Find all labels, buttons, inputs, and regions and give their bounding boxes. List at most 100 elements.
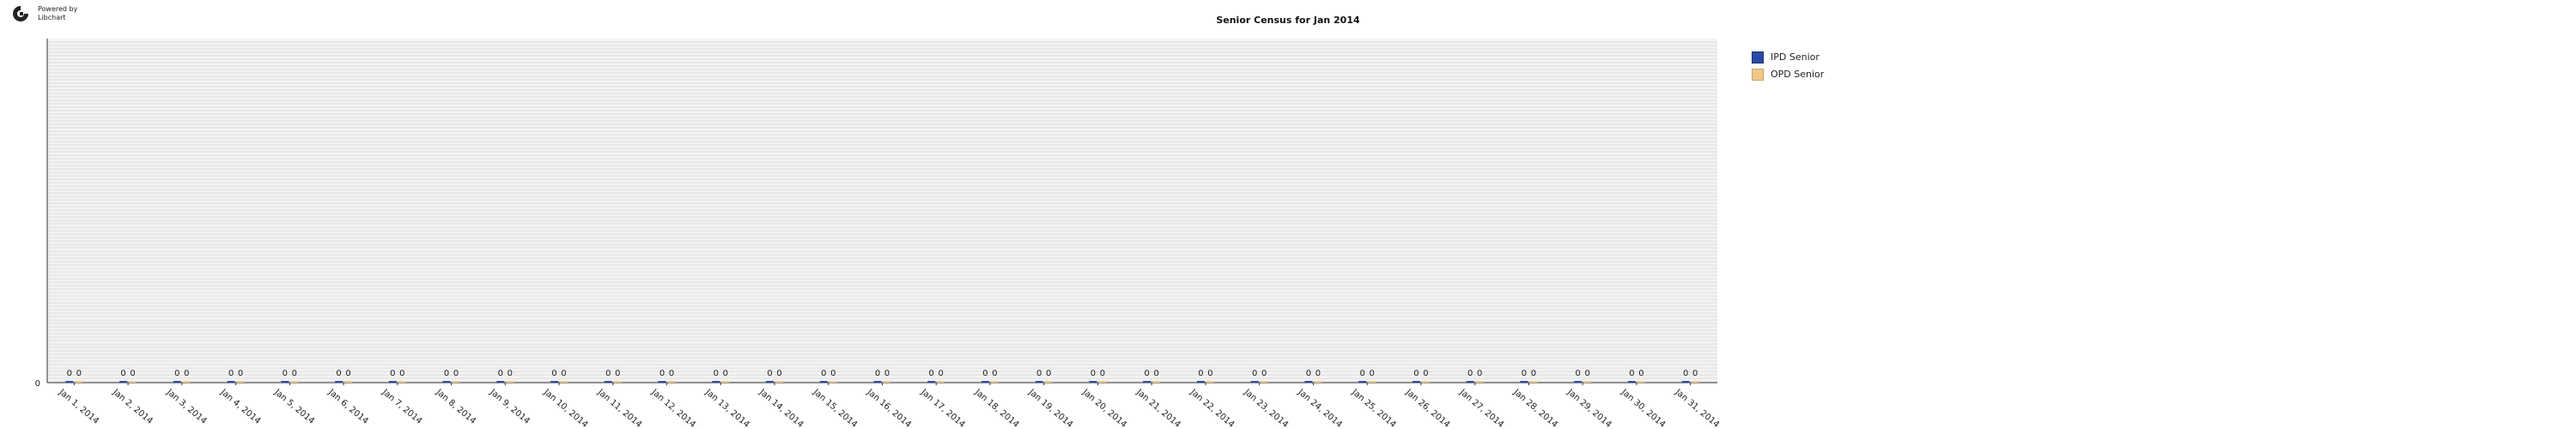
powered-by-line2: Libchart xyxy=(38,14,66,21)
bar-ipd xyxy=(981,381,989,383)
data-label: 0 xyxy=(1091,369,1096,378)
x-tick-label: Jan 25, 2014 xyxy=(1349,387,1397,429)
libchart-logo: Powered by Libchart xyxy=(12,3,115,24)
bar-ipd xyxy=(1466,381,1474,383)
data-label: 0 xyxy=(1359,369,1364,378)
data-label: 0 xyxy=(1692,369,1698,378)
bar-opd xyxy=(1206,381,1214,383)
x-tick-label: Jan 20, 2014 xyxy=(1080,387,1128,429)
data-label: 0 xyxy=(982,369,987,378)
bar-ipd xyxy=(1520,381,1528,383)
bar-opd xyxy=(883,381,891,383)
data-label: 0 xyxy=(1423,369,1428,378)
data-label: 0 xyxy=(228,369,234,378)
x-tick-label: Jan 10, 2014 xyxy=(541,387,589,429)
bar-opd xyxy=(1152,381,1161,383)
data-label: 0 xyxy=(1629,369,1634,378)
x-tick-label: Jan 9, 2014 xyxy=(488,387,532,426)
bar-ipd xyxy=(496,381,505,383)
bar-opd xyxy=(1314,381,1322,383)
data-label: 0 xyxy=(605,369,611,378)
x-tick-label: Jan 19, 2014 xyxy=(1026,387,1074,429)
data-label: 0 xyxy=(615,369,620,378)
data-label: 0 xyxy=(67,369,72,378)
x-tick-label: Jan 12, 2014 xyxy=(649,387,697,429)
bar-opd xyxy=(1583,381,1592,383)
bar-ipd xyxy=(65,381,74,383)
data-label: 0 xyxy=(1369,369,1374,378)
bar-opd xyxy=(290,381,299,383)
bar-opd xyxy=(1260,381,1268,383)
bar-opd xyxy=(560,381,568,383)
bar-ipd xyxy=(927,381,936,383)
bar-opd xyxy=(937,381,945,383)
bar-opd xyxy=(667,381,676,383)
x-tick-label: Jan 26, 2014 xyxy=(1403,387,1451,429)
x-tick-label: Jan 30, 2014 xyxy=(1619,387,1667,429)
data-label: 0 xyxy=(399,369,404,378)
data-label: 0 xyxy=(174,369,179,378)
x-tick-label: Jan 14, 2014 xyxy=(756,387,805,429)
data-label: 0 xyxy=(767,369,772,378)
x-tick-label: Jan 27, 2014 xyxy=(1457,387,1505,429)
x-tick-label: Jan 11, 2014 xyxy=(595,387,643,429)
x-tick-label: Jan 28, 2014 xyxy=(1511,387,1559,429)
data-label: 0 xyxy=(1315,369,1321,378)
data-label: 0 xyxy=(1207,369,1212,378)
bar-ipd xyxy=(1574,381,1583,383)
bar-ipd xyxy=(335,381,343,383)
data-label: 0 xyxy=(992,369,997,378)
x-tick-label: Jan 15, 2014 xyxy=(811,387,859,429)
data-label: 0 xyxy=(875,369,880,378)
y-tick-label: 0 xyxy=(35,379,40,389)
bar-opd xyxy=(721,381,730,383)
bar-opd xyxy=(1475,381,1484,383)
data-label: 0 xyxy=(1477,369,1482,378)
data-label: 0 xyxy=(1100,369,1105,378)
powered-by-text: Powered by Libchart xyxy=(38,5,77,22)
bar-opd xyxy=(344,381,353,383)
bar-ipd xyxy=(119,381,128,383)
data-label: 0 xyxy=(830,369,835,378)
data-label: 0 xyxy=(1198,369,1203,378)
data-label: 0 xyxy=(659,369,665,378)
x-tick-label: Jan 5, 2014 xyxy=(272,387,316,426)
data-label: 0 xyxy=(453,369,459,378)
x-tick-label: Jan 23, 2014 xyxy=(1242,387,1290,429)
data-label: 0 xyxy=(507,369,513,378)
data-label: 0 xyxy=(1036,369,1042,378)
bar-opd xyxy=(1637,381,1645,383)
data-label: 0 xyxy=(292,369,297,378)
bar-ipd xyxy=(1143,381,1151,383)
x-tick-label: Jan 6, 2014 xyxy=(325,387,369,426)
x-tick-label: Jan 29, 2014 xyxy=(1564,387,1613,429)
bar-ipd xyxy=(1304,381,1313,383)
bar-opd xyxy=(775,381,784,383)
data-label: 0 xyxy=(561,369,566,378)
bar-opd xyxy=(1421,381,1430,383)
bar-ipd xyxy=(281,381,289,383)
x-tick-label: Jan 1, 2014 xyxy=(57,387,100,426)
bar-opd xyxy=(1044,381,1053,383)
data-label: 0 xyxy=(1306,369,1311,378)
data-label: 0 xyxy=(336,369,341,378)
bar-opd xyxy=(1368,381,1376,383)
data-label: 0 xyxy=(884,369,890,378)
x-tick-label: Jan 3, 2014 xyxy=(164,387,208,426)
data-label: 0 xyxy=(498,369,503,378)
chart-legend: IPD Senior OPD Senior xyxy=(1752,50,1889,84)
bar-ipd xyxy=(712,381,720,383)
data-label: 0 xyxy=(184,369,189,378)
data-label: 0 xyxy=(929,369,934,378)
data-label: 0 xyxy=(238,369,243,378)
data-label: 0 xyxy=(821,369,826,378)
x-tick-label: Jan 2, 2014 xyxy=(110,387,154,426)
bar-ipd xyxy=(1089,381,1097,383)
bar-opd xyxy=(1691,381,1699,383)
bar-ipd xyxy=(1250,381,1259,383)
data-label: 0 xyxy=(1261,369,1267,378)
data-label: 0 xyxy=(1575,369,1580,378)
bar-ipd xyxy=(766,381,775,383)
data-label: 0 xyxy=(1531,369,1536,378)
